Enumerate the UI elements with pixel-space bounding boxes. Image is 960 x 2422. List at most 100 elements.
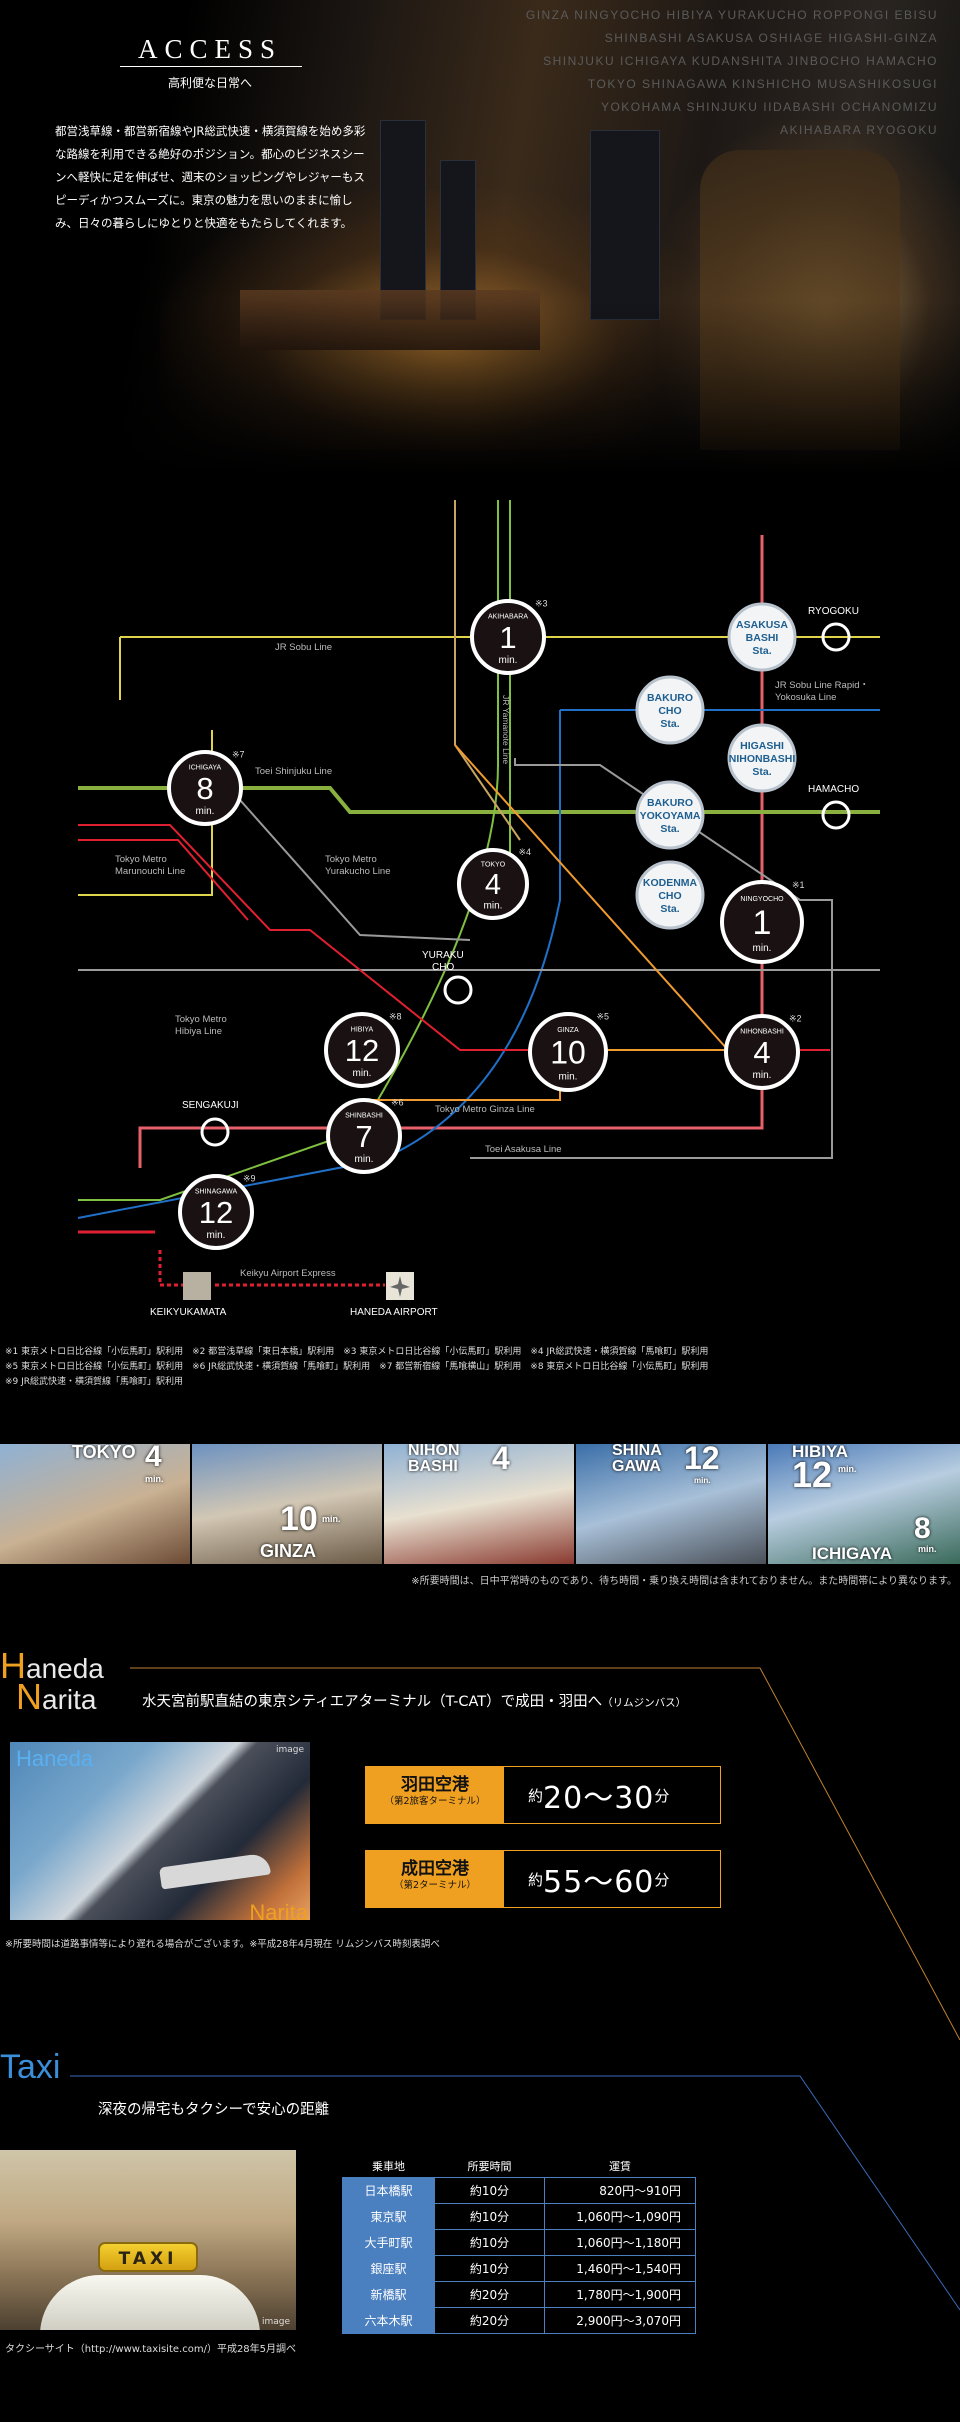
airport-title-n: N bbox=[16, 1676, 42, 1717]
station-minutes: 4 bbox=[753, 1035, 770, 1070]
station-line: YOKOHAMA SHINJUKU IIDABASHI OCHANOMIZU bbox=[600, 100, 938, 114]
shinagawa-photo: SHINA GAWA 12 min. bbox=[576, 1444, 768, 1564]
lead-paragraph: 都営浅草線・都営新宿線やJR総武快速・横須賀線を始め多彩な路線を利用できる絶好の… bbox=[55, 124, 366, 230]
taxi-subtitle: 深夜の帰宅もタクシーで安心の距離 bbox=[98, 2102, 330, 2118]
station-min-unit: min. bbox=[484, 900, 503, 911]
airport-subtitle: 水天宮前駅直結の東京シティエアターミナル（T-CAT）で成田・羽田へ（リムジンバ… bbox=[142, 1690, 686, 1711]
station-circle bbox=[326, 1098, 402, 1174]
cell-time: 約20分 bbox=[434, 2306, 545, 2334]
station-min-unit: min. bbox=[499, 655, 518, 666]
yurakucho-label: CHO bbox=[432, 962, 454, 973]
narita-time-value: 55〜60 bbox=[543, 1865, 655, 1900]
ichigaya-minutes: 8 bbox=[914, 1512, 931, 1545]
station-line: GINZA NINGYOCHO HIBIYA YURAKUCHO ROPPONG… bbox=[525, 8, 938, 22]
title-divider bbox=[120, 66, 302, 67]
cell-station: 大手町駅 bbox=[342, 2228, 435, 2256]
cell-time: 約10分 bbox=[434, 2228, 545, 2256]
local-station-label: NIHONBASHI bbox=[729, 753, 796, 765]
airport-title-haneda: aneda bbox=[26, 1653, 104, 1684]
ryogoku-station bbox=[821, 622, 851, 652]
hibiya-line-east bbox=[470, 758, 833, 1159]
station-minutes: 12 bbox=[199, 1195, 233, 1230]
yurakucho-label: YURAKU bbox=[422, 950, 464, 961]
local-station-label: Sta. bbox=[660, 903, 679, 915]
shinagawa-label: SHINA bbox=[612, 1444, 662, 1459]
tokyo-min-unit: min. bbox=[145, 1474, 164, 1484]
shinagawa-minutes: 12 bbox=[684, 1444, 720, 1476]
local-station-label: Sta. bbox=[752, 645, 771, 657]
airport-title-h: H bbox=[0, 1645, 26, 1686]
yamanote-label: JR Yamanote Line bbox=[501, 695, 511, 764]
page-subtitle: 高利便な日常へ bbox=[167, 76, 252, 90]
station-minutes: 1 bbox=[499, 620, 516, 655]
marunouchi-label: Marunouchi Line bbox=[115, 866, 185, 877]
hamacho-station bbox=[821, 800, 851, 830]
keikyu-airport-line bbox=[158, 1250, 185, 1287]
station-circle bbox=[167, 750, 243, 826]
narita-terminal: （第2ターミナル） bbox=[393, 1880, 477, 1891]
cell-station: 東京駅 bbox=[342, 2202, 435, 2230]
column-header: 所要時間 bbox=[467, 2159, 512, 2173]
shinagawa-min-unit: min. bbox=[694, 1476, 711, 1485]
table-row: 六本木駅 約20分 2,900円〜3,070円 bbox=[342, 2306, 696, 2334]
local-station-label: BAKURO bbox=[647, 692, 693, 704]
station-name: ICHIGAYA bbox=[189, 764, 222, 771]
airport-photo: image Haneda Narita bbox=[10, 1742, 310, 1920]
airport-title-narita: arita bbox=[42, 1684, 97, 1715]
station-note-mark: ※3 bbox=[535, 598, 548, 608]
station-note-mark: ※2 bbox=[789, 1013, 802, 1023]
station-min-unit: min. bbox=[355, 1154, 374, 1165]
cell-station: 新橋駅 bbox=[342, 2280, 435, 2308]
taxi-title-rest: axi bbox=[17, 2048, 61, 2086]
narita-name: 成田空港 bbox=[401, 1859, 469, 1879]
yurakucho-label: Tokyo Metro bbox=[325, 854, 377, 865]
cell-fare: 1,460円〜1,540円 bbox=[544, 2254, 696, 2282]
asakusa-line bbox=[138, 535, 764, 1168]
station-min-unit: min. bbox=[196, 806, 215, 817]
cell-time: 約20分 bbox=[434, 2280, 545, 2308]
asakusa-line-label: Toei Asakusa Line bbox=[485, 1144, 562, 1155]
taxi-title-t: T bbox=[0, 2048, 17, 2086]
narita-fare-box: 成田空港 （第2ターミナル） 約 55〜60 分 bbox=[365, 1850, 721, 1908]
ginza-line-label: Tokyo Metro Ginza Line bbox=[435, 1104, 535, 1115]
station-name: NINGYOCHO bbox=[740, 896, 784, 903]
ginza-min-unit: min. bbox=[322, 1514, 341, 1524]
airport-note: ※所要時間は道路事情等により遅れる場合がございます。※平成28年4月現在 リムジ… bbox=[5, 1939, 440, 1950]
local-station-label: Sta. bbox=[752, 766, 771, 778]
haneda-image-label: Haneda bbox=[16, 1746, 94, 1771]
sengakuji-label: SENGAKUJI bbox=[182, 1100, 239, 1111]
table-row: 銀座駅 約10分 1,460円〜1,540円 bbox=[342, 2254, 696, 2282]
nihonbashi-minutes: 4 bbox=[492, 1444, 510, 1476]
destination-photo-strip: TOKYO 4 min. 10 min. GINZA NIHON BASHI 4… bbox=[0, 1444, 960, 1564]
local-station-label: YOKOYAMA bbox=[640, 810, 701, 822]
hibiya-minutes: 12 bbox=[792, 1454, 833, 1495]
haneda-time-suffix: 分 bbox=[654, 1786, 670, 1805]
station-note-mark: ※4 bbox=[519, 847, 532, 857]
page-title: ACCESS bbox=[137, 34, 283, 64]
table-row: 日本橋駅 約10分 820円〜910円 bbox=[342, 2176, 696, 2204]
station-name: AKIHABARA bbox=[488, 613, 528, 620]
station-note-mark: ※5 bbox=[597, 1012, 610, 1022]
haneda-destination: 羽田空港 （第2旅客ターミナル） bbox=[366, 1767, 504, 1823]
column-header: 運賃 bbox=[609, 2159, 631, 2173]
yurakucho-label: Yurakucho Line bbox=[325, 866, 391, 877]
airplane-glyph bbox=[390, 1276, 410, 1297]
skyscraper bbox=[380, 120, 426, 320]
jr-rapid-label: Yokosuka Line bbox=[775, 692, 836, 703]
haneda-terminal: （第2旅客ターミナル） bbox=[384, 1796, 486, 1807]
jr-yokosuka-line bbox=[77, 710, 561, 1219]
route-map: JR Sobu Line JR Sobu Line Rapid・ Yokosuk… bbox=[77, 500, 880, 1318]
image-tag: image bbox=[275, 1745, 304, 1755]
hibiya-label: Hibiya Line bbox=[175, 1026, 222, 1037]
taxi-sign: TAXI bbox=[98, 2242, 198, 2272]
note-line: ※5 東京メトロ日比谷線「小伝馬町」駅利用 ※6 JR総武快速・横須賀線「馬喰町… bbox=[5, 1362, 709, 1372]
image-tag: image bbox=[261, 2317, 290, 2327]
